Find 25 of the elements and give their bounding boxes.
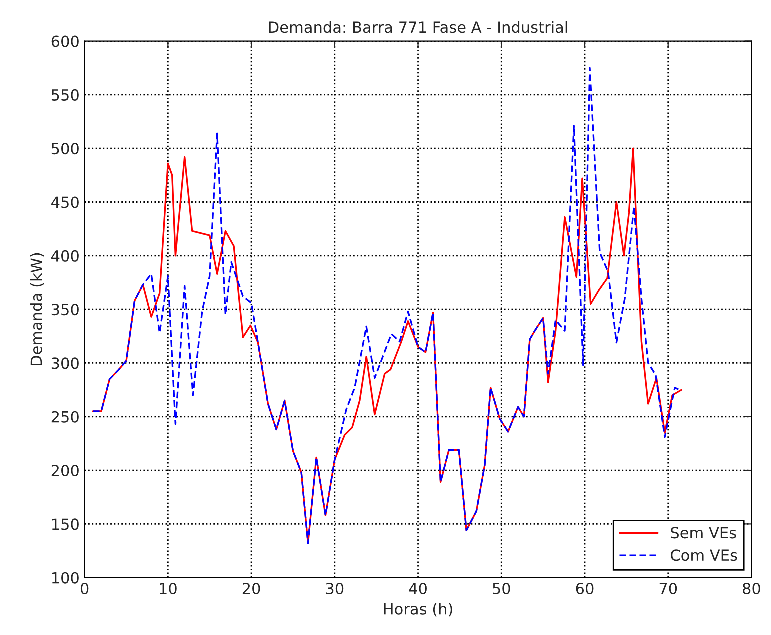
x-tick-label: 40 (409, 582, 427, 595)
y-tick-label: 600 (52, 36, 79, 48)
y-tick-label: 200 (52, 465, 79, 477)
x-tick-label: 60 (576, 582, 594, 595)
x-tick-label: 50 (493, 582, 510, 595)
legend-label: Com VEs (671, 550, 738, 562)
y-axis-title: Demanda (kW) (30, 253, 44, 366)
y-tick-label: 550 (52, 89, 79, 101)
x-tick-label: 10 (160, 582, 177, 595)
legend-label: Sem VEs (671, 527, 736, 539)
x-tick-label: 0 (80, 582, 89, 595)
x-tick-label: 80 (743, 582, 760, 595)
y-tick-label: 350 (52, 304, 79, 316)
y-tick-label: 400 (52, 250, 79, 262)
y-tick-label: 250 (52, 411, 79, 423)
y-tick-label: 150 (52, 518, 79, 530)
x-axis-title: Horas (h) (384, 603, 452, 617)
x-tick-label: 30 (326, 582, 344, 595)
y-tick-label: 450 (52, 196, 79, 208)
y-tick-label: 100 (52, 572, 79, 584)
y-tick-label: 300 (52, 358, 79, 370)
y-tick-label: 500 (52, 143, 79, 155)
x-tick-label: 20 (242, 582, 260, 595)
chart-title: Demanda: Barra 771 Fase A - Industrial (269, 21, 568, 34)
x-tick-label: 70 (660, 582, 678, 595)
